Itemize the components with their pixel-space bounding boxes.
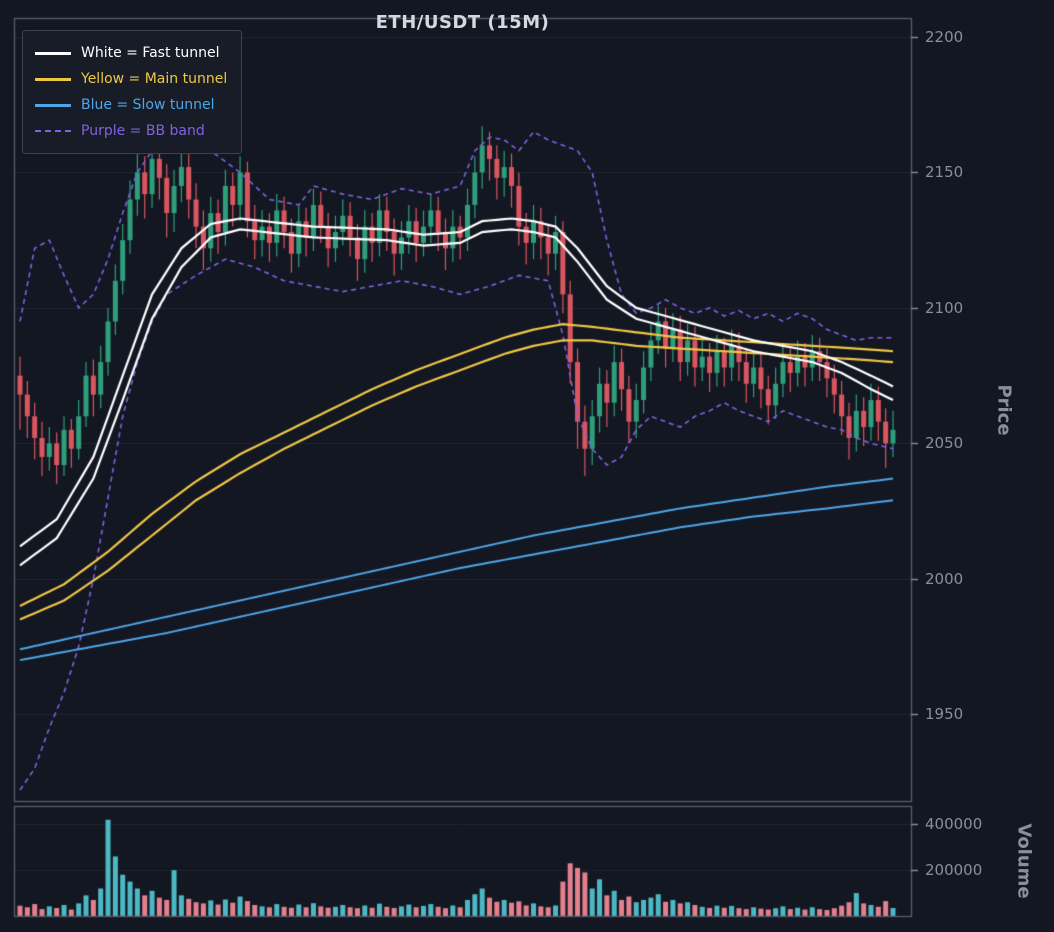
- legend-item-label: Purple = BB band: [81, 123, 205, 139]
- price-tick-label: 2000: [925, 569, 964, 588]
- price-tick-label: 2050: [925, 434, 964, 453]
- legend-item: Purple = BB band: [35, 118, 227, 144]
- legend-item-label: Yellow = Main tunnel: [81, 71, 228, 87]
- legend-line-sample: [35, 103, 71, 107]
- legend-item: Yellow = Main tunnel: [35, 66, 227, 92]
- chart-title: ETH/USDT (15M): [375, 12, 550, 33]
- volume-tick-label: 400000: [925, 815, 983, 834]
- price-tick-label: 2150: [925, 163, 964, 182]
- price-axis-label: Price: [993, 384, 1015, 436]
- price-tick-label: 1950: [925, 705, 964, 724]
- price-tick-label: 2100: [925, 298, 964, 317]
- legend: White = Fast tunnel Yellow = Main tunnel B…: [22, 30, 243, 154]
- volume-axis-label: Volume: [1013, 823, 1035, 899]
- price-tick-label: 2200: [925, 27, 964, 46]
- legend-item-label: White = Fast tunnel: [81, 45, 220, 61]
- legend-item: Blue = Slow tunnel: [35, 92, 227, 118]
- legend-line-sample: [35, 77, 71, 81]
- legend-line-sample: [35, 51, 71, 55]
- volume-tick-label: 200000: [925, 861, 983, 880]
- legend-item-label: Blue = Slow tunnel: [81, 97, 215, 113]
- legend-dashed-line-sample: [35, 130, 71, 132]
- legend-item: White = Fast tunnel: [35, 40, 227, 66]
